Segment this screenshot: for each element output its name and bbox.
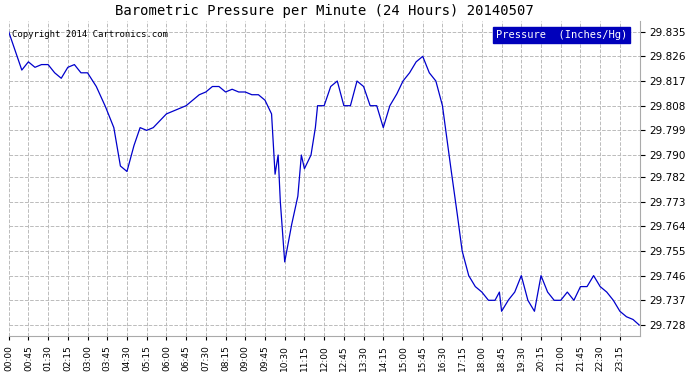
Text: Pressure  (Inches/Hg): Pressure (Inches/Hg)	[495, 30, 627, 40]
Text: Copyright 2014 Cartronics.com: Copyright 2014 Cartronics.com	[12, 30, 168, 39]
Title: Barometric Pressure per Minute (24 Hours) 20140507: Barometric Pressure per Minute (24 Hours…	[115, 4, 533, 18]
